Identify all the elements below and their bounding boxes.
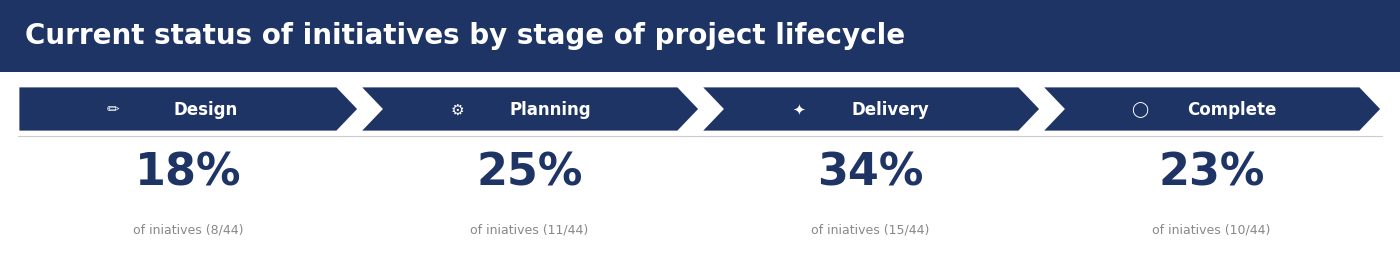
Polygon shape [1042,87,1382,133]
Polygon shape [358,87,700,133]
Text: ⚙: ⚙ [451,102,465,117]
Text: Complete: Complete [1187,101,1277,119]
Text: ✦: ✦ [792,102,805,117]
Text: 34%: 34% [818,151,924,194]
FancyBboxPatch shape [0,0,1400,73]
Text: 25%: 25% [476,151,582,194]
Polygon shape [18,87,358,133]
Text: of iniatives (15/44): of iniatives (15/44) [812,223,930,235]
Text: ✏: ✏ [108,102,120,117]
Text: of iniatives (10/44): of iniatives (10/44) [1152,223,1271,235]
Text: 18%: 18% [136,151,242,194]
Text: ◯: ◯ [1131,102,1148,118]
Text: Planning: Planning [510,101,591,119]
Text: Current status of initiatives by stage of project lifecycle: Current status of initiatives by stage o… [25,22,906,50]
FancyBboxPatch shape [0,73,1400,254]
Text: 23%: 23% [1158,151,1264,194]
Text: Delivery: Delivery [853,101,930,119]
Text: of iniatives (11/44): of iniatives (11/44) [470,223,588,235]
Polygon shape [700,87,1042,133]
Text: of iniatives (8/44): of iniatives (8/44) [133,223,244,235]
Text: Design: Design [174,101,238,119]
